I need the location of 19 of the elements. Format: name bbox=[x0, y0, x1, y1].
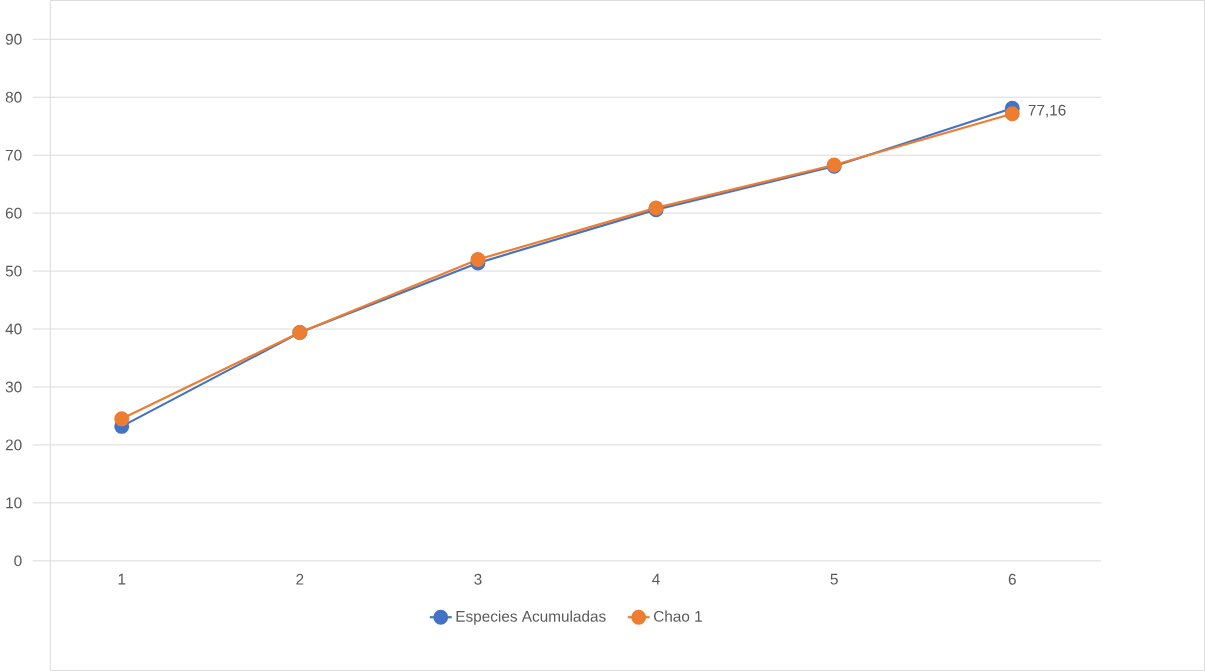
y-tick-label: 50 bbox=[5, 265, 22, 277]
y-tick-label: 20 bbox=[5, 439, 22, 451]
x-tick-label: 4 bbox=[652, 573, 660, 585]
legend-label: Chao 1 bbox=[654, 610, 702, 622]
y-tick-label: 0 bbox=[14, 555, 22, 567]
y-tick-label: 70 bbox=[5, 149, 22, 161]
y-tick-label: 90 bbox=[5, 33, 22, 45]
x-tick-label: 1 bbox=[118, 573, 126, 585]
y-tick-label: 40 bbox=[5, 323, 22, 335]
x-tick-label: 3 bbox=[474, 573, 482, 585]
legend-label: Especies Acumuladas bbox=[456, 610, 606, 625]
y-tick-label: 10 bbox=[6, 497, 22, 509]
data-label: 77,16 bbox=[1028, 104, 1066, 118]
y-tick-label: 80 bbox=[5, 91, 22, 103]
y-tick-label: 60 bbox=[5, 207, 22, 219]
x-tick-label: 5 bbox=[830, 573, 838, 585]
x-tick-label: 2 bbox=[296, 573, 304, 585]
y-tick-label: 30 bbox=[5, 381, 22, 393]
x-tick-label: 6 bbox=[1008, 573, 1016, 585]
